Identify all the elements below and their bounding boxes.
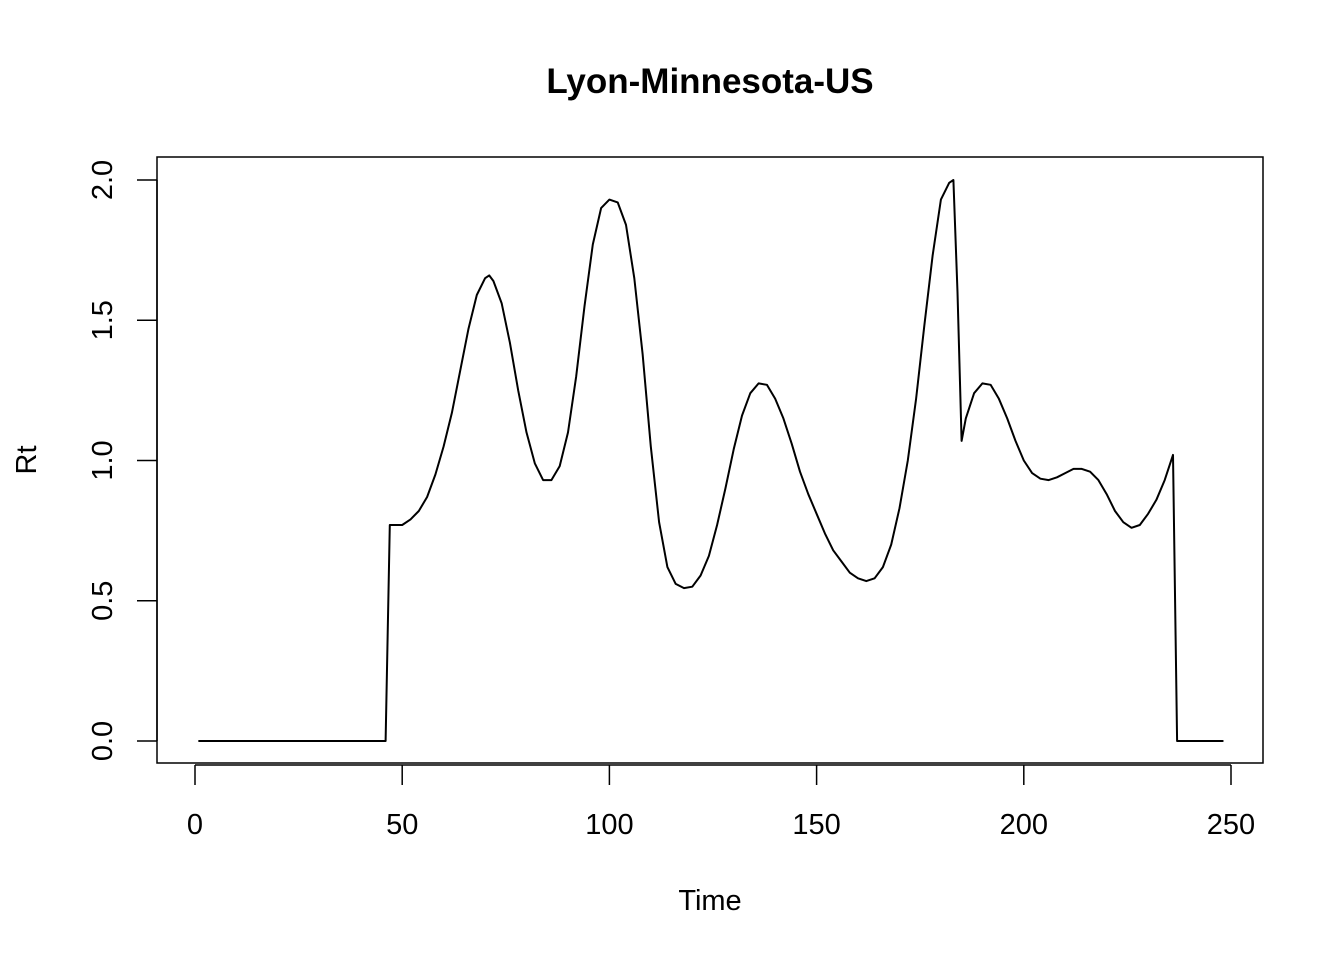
x-tick-label: 100 bbox=[585, 809, 633, 841]
rt-series-line bbox=[198, 179, 1224, 742]
series-layer bbox=[198, 179, 1224, 742]
x-tick-label: 0 bbox=[187, 809, 203, 841]
x-axis-label: Time bbox=[678, 885, 741, 917]
y-tick-label: 0.5 bbox=[87, 581, 119, 621]
y-axis-label: Rt bbox=[11, 446, 43, 475]
x-axis: 0 50 100 150 200 250 bbox=[187, 764, 1255, 841]
y-tick-label: 2.0 bbox=[87, 160, 119, 200]
x-tick-label: 50 bbox=[386, 809, 418, 841]
y-tick-label: 0.0 bbox=[87, 721, 119, 761]
x-tick-label: 150 bbox=[792, 809, 840, 841]
x-tick-label: 250 bbox=[1207, 809, 1255, 841]
plot-frame bbox=[156, 156, 1264, 764]
chart-title: Lyon-Minnesota-US bbox=[546, 62, 873, 101]
y-axis: 0.0 0.5 1.0 1.5 2.0 bbox=[87, 160, 158, 761]
y-tick-label: 1.0 bbox=[87, 440, 119, 480]
x-tick-label: 200 bbox=[1000, 809, 1048, 841]
y-tick-label: 1.5 bbox=[87, 300, 119, 340]
